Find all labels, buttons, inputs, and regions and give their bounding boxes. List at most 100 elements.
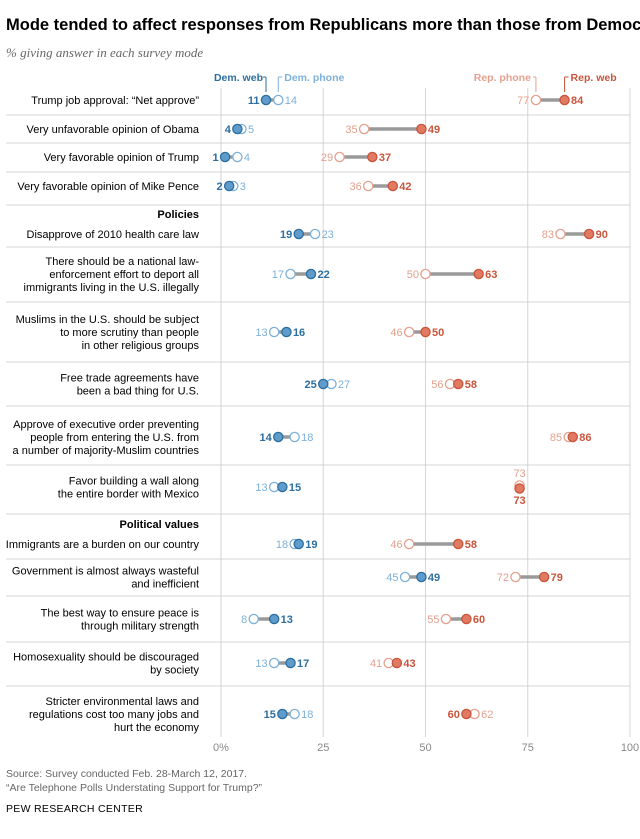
dem-phone-dot [399, 571, 411, 583]
data-label: 19 [305, 539, 317, 551]
legend-dem-phone: Dem. phone [284, 72, 344, 84]
data-label: 35 [345, 124, 357, 136]
data-label: 84 [571, 95, 584, 107]
row-label: and inefficient [131, 579, 199, 591]
data-label: 8 [241, 614, 247, 626]
chart-row: Trump job approval: “Net approve” 11 14 77 8… [31, 94, 584, 107]
data-label: 19 [280, 229, 292, 241]
data-label: 14 [285, 95, 297, 107]
row-label: Muslims in the U.S. should be subject [16, 314, 199, 326]
rep-web-dot [452, 538, 464, 550]
data-label: 46 [390, 327, 402, 339]
dem-web-dot [223, 180, 235, 192]
data-label: 83 [542, 229, 554, 241]
data-label: 2 [217, 181, 223, 193]
row-label: been a bad thing for U.S. [77, 386, 199, 398]
legend-rep-web: Rep. web [571, 72, 617, 84]
data-label: 60 [473, 614, 485, 626]
chart-row: Muslims in the U.S. should be subjectto … [16, 314, 445, 352]
rep-phone-dot [420, 268, 431, 280]
dem-phone-dot [289, 431, 300, 443]
row-label: Immigrants are a burden on our country [6, 539, 200, 551]
data-label: 17 [297, 658, 309, 670]
row-label: people from entering the U.S. from [30, 432, 199, 444]
data-label: 13 [255, 327, 267, 339]
row-label: The best way to ensure peace is [41, 608, 200, 620]
data-label: 37 [379, 152, 391, 164]
chart-row: Very unfavorable opinion of Obama 4 5 35 49 [27, 123, 440, 136]
data-label: 18 [276, 539, 288, 551]
data-label: 86 [579, 432, 591, 444]
dem-phone-dot [289, 708, 300, 720]
row-label: through military strength [81, 621, 199, 633]
chart-row: There should be a national law-enforceme… [24, 256, 498, 294]
x-tick-label: 50 [419, 742, 431, 754]
data-label: 73 [513, 495, 525, 507]
rep-web-dot [473, 268, 484, 280]
data-label: 23 [322, 229, 334, 241]
dem-web-dot [232, 123, 243, 135]
dem-web-dot [416, 571, 427, 583]
dem-phone-dot [232, 151, 243, 163]
row-label: Very unfavorable opinion of Obama [27, 124, 200, 136]
rep-web-dot [367, 151, 378, 163]
dem-phone-dot [268, 657, 280, 669]
gridlines [220, 88, 631, 737]
row-label: Stricter environmental laws and [46, 696, 199, 708]
data-label: 63 [485, 269, 497, 281]
dem-web-dot [285, 657, 296, 669]
data-label: 42 [399, 181, 411, 193]
legend: Dem. web Dem. phone Rep. phone Rep. web [214, 72, 617, 92]
chart-subtitle: % giving answer in each survey mode [6, 45, 203, 60]
rep-phone-dot [555, 228, 566, 240]
x-tick-label: 75 [522, 742, 534, 754]
row-label: Disapprove of 2010 health care law [27, 229, 199, 241]
dem-web-dot [277, 708, 288, 720]
dem-phone-dot [273, 94, 284, 106]
rep-phone-dot [403, 538, 415, 550]
rep-web-dot [514, 483, 525, 494]
data-label: 46 [390, 539, 402, 551]
chart-rows: Trump job approval: “Net approve” 11 14 77 8… [6, 94, 608, 734]
chart-title: Mode tended to affect responses from Rep… [6, 16, 640, 34]
data-label: 50 [407, 269, 419, 281]
rep-phone-dot [530, 94, 542, 106]
chart-row: Stricter environmental laws andregulatio… [29, 696, 493, 734]
section-label: Political values [120, 519, 199, 531]
rep-phone-dot [334, 151, 345, 163]
row-label: Homosexuality should be discouraged [13, 652, 199, 664]
data-label: 58 [465, 379, 477, 391]
rep-web-dot [538, 571, 550, 583]
row-label: by society [150, 665, 199, 677]
data-label: 22 [317, 269, 329, 281]
rep-phone-dot [362, 180, 374, 192]
data-label: 4 [244, 152, 250, 164]
row-label: in other religious groups [82, 340, 200, 352]
data-label: 5 [248, 124, 254, 136]
chart-row: Very favorable opinion of Mike Pence 2 3 36… [17, 180, 412, 193]
data-label: 56 [431, 379, 443, 391]
data-label: 49 [428, 572, 440, 584]
data-label: 43 [403, 658, 415, 670]
data-label: 72 [497, 572, 509, 584]
data-label: 60 [448, 709, 460, 721]
data-label: 14 [260, 432, 273, 444]
row-label: Government is almost always wasteful [12, 566, 199, 578]
rep-web-dot [420, 326, 431, 338]
row-label: to more scrutiny than people [60, 327, 199, 339]
data-label: 11 [248, 95, 260, 107]
data-label: 58 [465, 539, 477, 551]
dem-web-dot [317, 378, 329, 390]
dem-web-dot [281, 326, 292, 338]
dem-web-dot [268, 613, 280, 625]
rep-web-dot [461, 613, 472, 625]
rep-phone-dot [440, 613, 452, 625]
x-tick-label: 25 [317, 742, 329, 754]
dem-web-dot [305, 268, 317, 280]
dem-web-dot [273, 431, 284, 443]
dem-web-dot [293, 228, 304, 240]
rep-phone-dot [510, 571, 521, 583]
row-label: Approve of executive order preventing [13, 419, 199, 431]
